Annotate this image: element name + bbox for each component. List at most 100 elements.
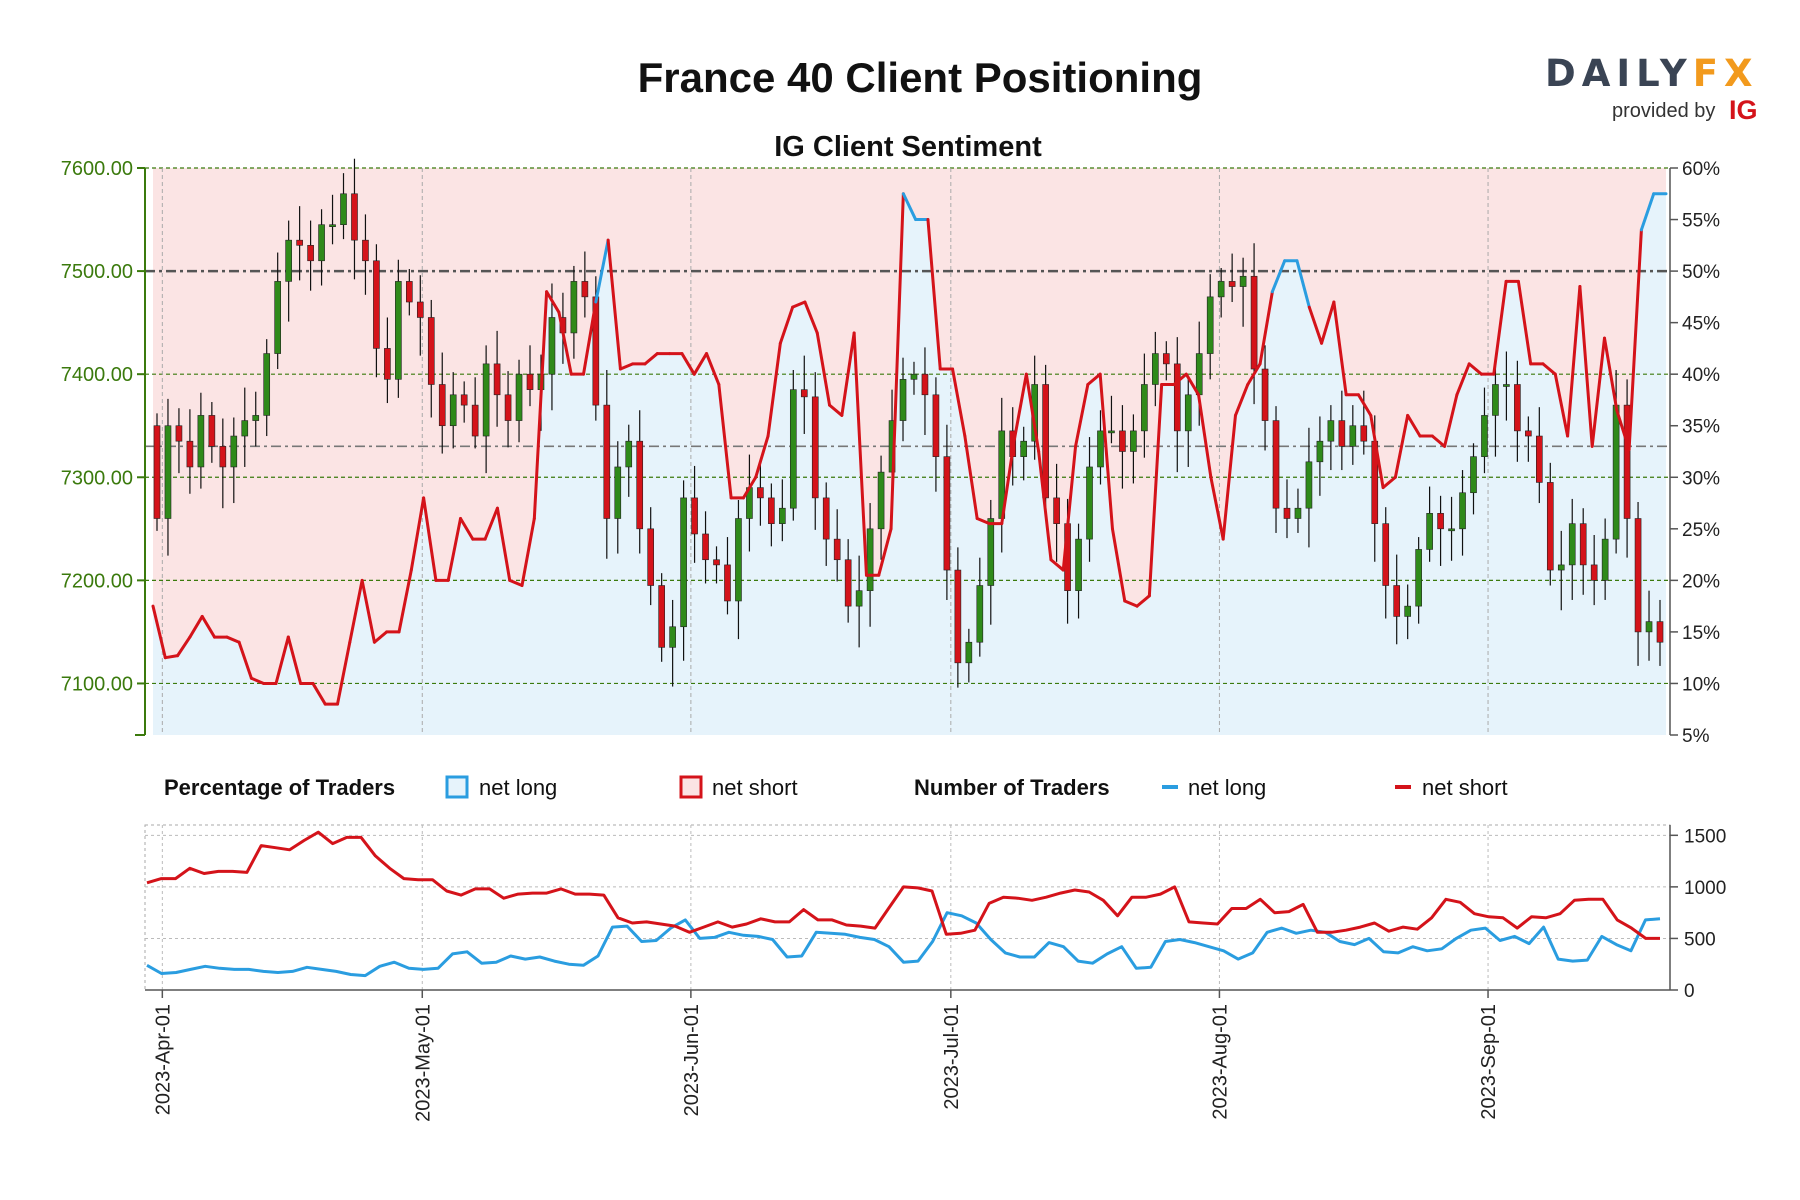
sentiment-segment (237, 640, 253, 680)
x-tick-label: 2023-Jul-01 (941, 1004, 963, 1110)
sentiment-segment (594, 238, 610, 304)
candle-body (658, 585, 665, 648)
candle-body (1152, 353, 1159, 385)
logo-text: DAILYFX (1545, 52, 1759, 95)
candle (153, 413, 161, 531)
sentiment-segment (1098, 372, 1114, 531)
candle-body (1437, 513, 1444, 530)
candle-body (1327, 420, 1335, 442)
candle-body (811, 396, 819, 499)
candle-body (1448, 528, 1455, 532)
candle (1075, 523, 1082, 619)
left-tick-label: 7500.00 (61, 261, 133, 283)
candle (504, 371, 512, 448)
candle (548, 283, 556, 411)
right-tick-label: 25% (1682, 520, 1720, 541)
candle (932, 377, 940, 492)
candle (318, 209, 325, 286)
sentiment-segment (1295, 259, 1311, 309)
x-tick-label: 2023-May-01 (412, 1004, 434, 1122)
candle (1393, 554, 1401, 645)
sentiment-segment (286, 635, 303, 685)
candle (471, 377, 479, 449)
candle-body (1075, 538, 1082, 591)
sentiment-segment (1381, 475, 1397, 490)
candle-body (208, 415, 216, 447)
sentiment-segment (828, 403, 844, 417)
candle (1382, 507, 1390, 619)
sentiment-segment (532, 290, 549, 521)
candle-body (603, 404, 611, 519)
candle (658, 573, 665, 662)
sentiment-segment (1197, 393, 1213, 479)
candle-body (296, 239, 303, 246)
left-tick-label: 7600.00 (61, 158, 133, 180)
sentiment-segment (1467, 362, 1483, 376)
sentiment-segment (1492, 279, 1508, 376)
sentiment-segment (1037, 450, 1053, 562)
candle (416, 275, 424, 356)
sentiment-segment (1135, 594, 1151, 608)
candle-body (1601, 538, 1609, 581)
candle (1459, 470, 1466, 556)
sentiment-segment (1553, 372, 1570, 438)
candle-body (1250, 275, 1258, 370)
net-short-area (153, 168, 1666, 705)
candle-body (1360, 425, 1368, 442)
candle-body (1579, 523, 1587, 566)
candle (1173, 337, 1181, 473)
sentiment-segment (778, 305, 795, 345)
candle-body (976, 585, 984, 643)
sentiment-segment (741, 475, 758, 500)
candle (1086, 437, 1093, 562)
sentiment-segment (1147, 382, 1164, 598)
sentiment-segment (311, 681, 327, 706)
sentiment-segment (1627, 228, 1643, 451)
candle-body (471, 404, 479, 437)
candle-body (1481, 415, 1488, 457)
candle-body (1623, 404, 1631, 519)
sentiment-segment (1307, 305, 1324, 345)
candle (1634, 502, 1642, 666)
candle-body (932, 394, 940, 457)
sentiment-segment (225, 635, 241, 644)
candle (285, 220, 292, 322)
candle (1349, 405, 1357, 465)
candle-body (822, 497, 830, 540)
candle (208, 402, 216, 463)
candle-body (153, 425, 161, 519)
candle (625, 424, 633, 497)
candle (636, 410, 644, 554)
candle (186, 409, 194, 494)
candle-body (1305, 461, 1313, 509)
chart-subtitle: IG Client Sentiment (774, 131, 1042, 163)
candle (1108, 395, 1115, 444)
candle (340, 173, 347, 240)
sentiment-segment (643, 352, 659, 366)
legend-num-short-label: net short (1422, 775, 1508, 800)
candle (1141, 353, 1148, 458)
sentiment-segment (1393, 413, 1410, 479)
sentiment-segment (1049, 558, 1065, 572)
candle-body (1130, 430, 1137, 452)
candle (811, 372, 819, 530)
chart-title: France 40 Client Positioning (638, 54, 1203, 101)
candle (1437, 495, 1444, 566)
candle (943, 424, 951, 600)
sentiment-segment (446, 517, 463, 582)
candle-body (493, 363, 501, 396)
sentiment-segment (1443, 393, 1459, 448)
sentiment-segment (1172, 372, 1188, 386)
right-tick-label: 55% (1682, 211, 1720, 232)
candle (789, 370, 797, 521)
candle (1645, 590, 1653, 661)
candle (1492, 365, 1499, 457)
candle (1514, 360, 1521, 462)
sentiment-segment (1184, 372, 1201, 397)
candle-body (1470, 456, 1477, 494)
candle (1305, 427, 1313, 548)
sentiment-segment (1590, 336, 1606, 448)
sentiment-segment (409, 496, 426, 572)
candle-body (789, 389, 797, 509)
traders-short-line (146, 830, 1660, 940)
